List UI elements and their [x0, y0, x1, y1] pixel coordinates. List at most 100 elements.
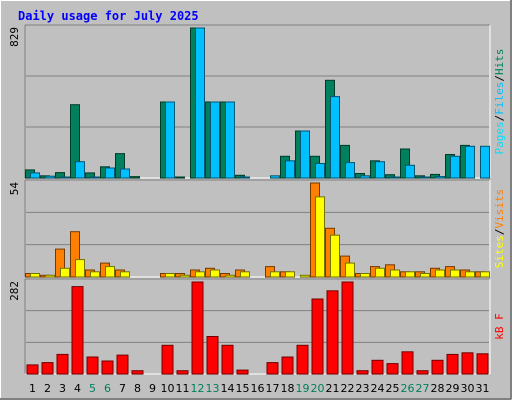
x-tick-label-day-3: 3: [59, 382, 66, 395]
x-tick-label-day-8: 8: [134, 382, 141, 395]
bar-sites-day-12: [195, 271, 205, 278]
bar-kb-f-day-27: [416, 370, 429, 375]
bar-sites-day-7: [120, 271, 130, 278]
bar-files-day-4: [75, 161, 85, 179]
bar-files-day-27: [420, 176, 430, 179]
bar-files-day-14: [225, 101, 235, 179]
bar-sites-day-10: [165, 273, 175, 278]
legend-entry: /: [493, 115, 506, 122]
bar-sites-day-25: [390, 269, 400, 278]
chart-title: Daily usage for July 2025: [18, 9, 199, 23]
bar-files-day-18: [285, 160, 295, 179]
bar-sites-day-29: [450, 269, 460, 278]
bar-kb-f-day-30: [461, 352, 474, 375]
panel-mid-area: [25, 180, 490, 277]
bar-sites-day-11: [180, 274, 190, 278]
x-tick-label-day-13: 13: [206, 382, 220, 395]
bar-kb-f-day-2: [41, 362, 54, 375]
bar-sites-day-13: [210, 269, 220, 278]
x-tick-label-day-14: 14: [221, 382, 235, 395]
bar-sites-day-26: [405, 271, 415, 278]
bar-sites-day-31: [480, 271, 490, 278]
bar-kb-f-day-1: [26, 364, 39, 375]
bar-files-day-22: [345, 162, 355, 179]
bar-files-day-12: [195, 27, 205, 179]
x-tick-label-day-25: 25: [386, 382, 400, 395]
bar-kb-f-day-28: [431, 359, 444, 375]
bar-kb-f-day-11: [176, 370, 189, 375]
bar-files-day-30: [465, 145, 475, 179]
bar-kb-f-day-3: [56, 353, 69, 375]
bar-files-day-24: [375, 161, 385, 179]
x-tick-label-day-22: 22: [341, 382, 355, 395]
legend-entry: /: [493, 229, 506, 236]
bar-sites-day-14: [225, 274, 235, 278]
bar-files-day-6: [105, 167, 115, 179]
bar-kb-f-day-12: [191, 281, 204, 375]
x-tick-label-day-21: 21: [326, 382, 340, 395]
x-tick-label-day-20: 20: [311, 382, 325, 395]
bar-files-day-21: [330, 96, 340, 179]
bar-sites-day-18: [285, 271, 295, 278]
bar-files-day-10: [165, 101, 175, 179]
x-tick-label-day-12: 12: [191, 382, 205, 395]
x-tick-label-day-17: 17: [266, 382, 280, 395]
bar-sites-day-3: [60, 267, 70, 278]
panel-mid-max-label: 54: [8, 182, 21, 196]
bar-files-day-29: [450, 155, 460, 179]
x-tick-label-day-16: 16: [251, 382, 265, 395]
x-tick-label-day-9: 9: [149, 382, 156, 395]
bar-sites-day-4: [75, 259, 85, 278]
legend-entry: kB: [493, 326, 506, 340]
legend-entry: Hits: [493, 49, 506, 76]
bar-sites-day-5: [90, 271, 100, 278]
bar-files-day-20: [315, 163, 325, 179]
panel-bottom: 282 kB F: [8, 278, 506, 375]
legend-entry: /: [493, 75, 506, 82]
x-tick-label-day-15: 15: [236, 382, 250, 395]
bar-kb-f-day-25: [386, 363, 399, 375]
bar-files-day-3: [60, 176, 70, 179]
panel-top-legend: Pages/Files/Hits: [493, 49, 506, 155]
bar-sites-day-19: [300, 274, 310, 278]
bar-kb-f-day-23: [356, 370, 369, 375]
bar-kb-f-day-8: [131, 370, 144, 375]
bar-files-day-31: [480, 145, 490, 179]
panel-bottom-legend: kB F: [493, 313, 506, 340]
legend-entry: Visits: [493, 189, 506, 229]
panel-mid-legend: Sites/Visits: [493, 189, 506, 269]
x-tick-label-day-5: 5: [89, 382, 96, 395]
bar-files-day-5: [90, 176, 100, 179]
bar-sites-day-17: [270, 271, 280, 278]
x-tick-label-day-11: 11: [176, 382, 190, 395]
x-tick-label-day-18: 18: [281, 382, 295, 395]
bar-sites-day-30: [465, 271, 475, 278]
legend-entry: Files: [493, 82, 506, 115]
bar-kb-f-day-24: [371, 359, 384, 375]
bar-sites-day-28: [435, 269, 445, 278]
bar-kb-f-day-19: [296, 344, 309, 375]
bar-files-day-28: [435, 176, 445, 179]
bar-sites-day-23: [360, 273, 370, 278]
bar-kb-f-day-29: [446, 353, 459, 375]
legend-entry: Sites: [493, 235, 506, 268]
legend-entry: Pages: [493, 121, 506, 154]
x-axis-labels: 1 2 3 4 5 6 7 8 9 10 11 12 13 14 15 16 17 18 19 20 21 22 23 24 2…: [29, 382, 490, 395]
x-tick-label-day-31: 31: [476, 382, 490, 395]
bar-hits-day-8: [130, 176, 140, 179]
bar-files-day-15: [240, 176, 250, 179]
bar-sites-day-6: [105, 266, 115, 278]
x-tick-label-day-24: 24: [371, 382, 385, 395]
x-tick-label-day-23: 23: [356, 382, 370, 395]
x-tick-label-day-7: 7: [119, 382, 126, 395]
bar-kb-f-day-17: [266, 362, 279, 375]
legend-entry: F: [493, 313, 506, 326]
bar-files-day-19: [300, 130, 310, 179]
bar-sites-day-27: [420, 273, 430, 278]
bar-sites-day-20: [315, 196, 325, 278]
bar-sites-day-22: [345, 262, 355, 278]
bar-kb-f-day-4: [71, 286, 84, 375]
bar-sites-day-21: [330, 234, 340, 278]
